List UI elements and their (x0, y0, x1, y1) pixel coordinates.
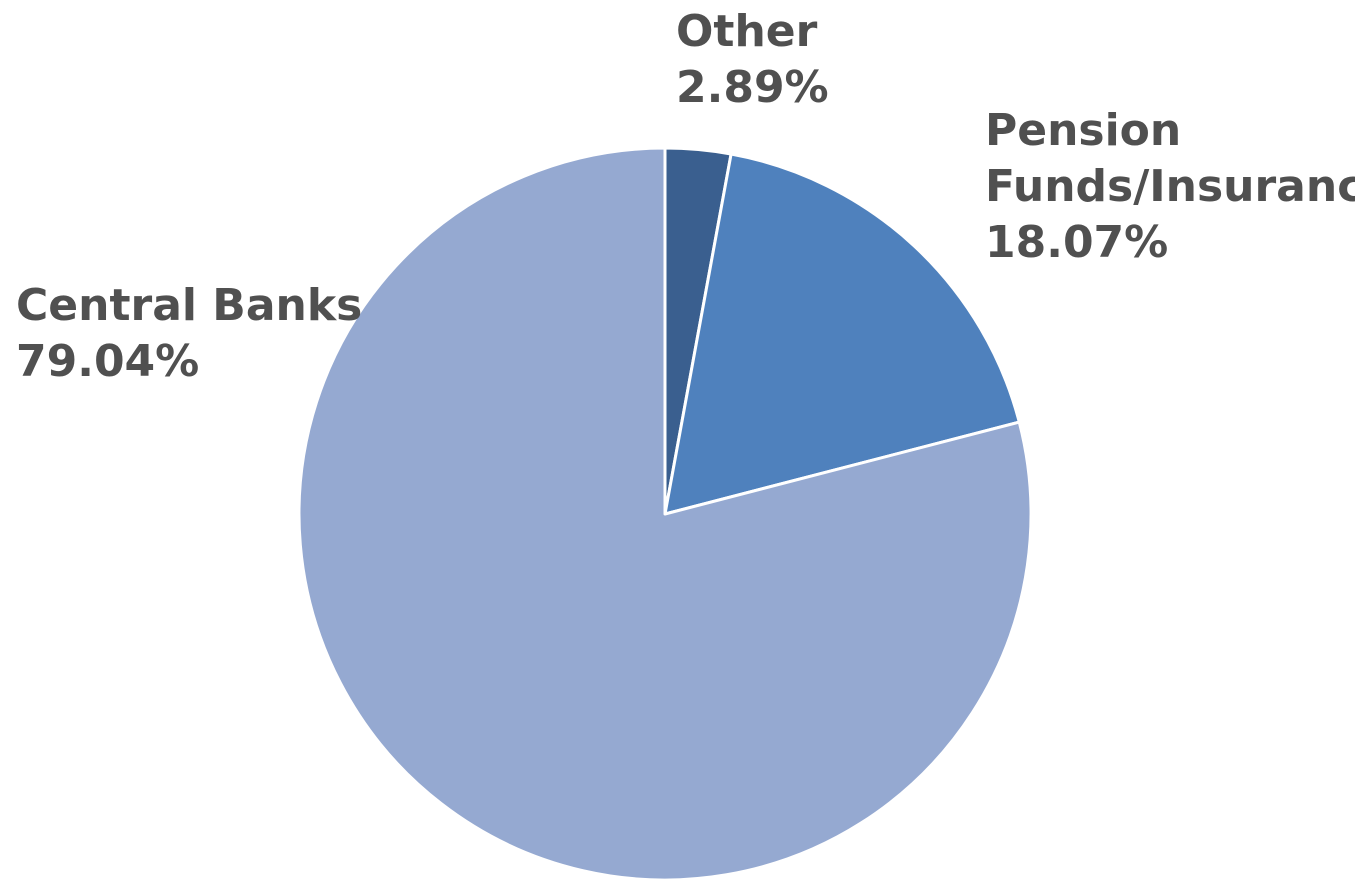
slice-label-central-banks: Central Banks 79.04% (16, 280, 362, 387)
slice-label-line: 2.89% (676, 62, 829, 113)
slice-label-line: 79.04% (16, 336, 199, 387)
pie-slice-central-banks (297, 146, 1033, 879)
slice-label-line: Other (676, 6, 818, 57)
slice-label-line: Central Banks (16, 280, 362, 331)
pie-slice-pension-funds-insurance (663, 152, 1021, 516)
slice-label-line: Pension (985, 105, 1181, 156)
pie-slices (297, 146, 1033, 879)
slice-label-pension-funds-insurance: Pension Funds/Insurance 18.07% (985, 105, 1355, 268)
slice-labels: Other 2.89% Pension Funds/Insurance 18.07% Ce… (16, 6, 1355, 387)
slice-label-line: Funds/Insurance (985, 161, 1355, 212)
slice-label-line: 18.07% (985, 217, 1168, 268)
slice-label-other: Other 2.89% (676, 6, 829, 113)
